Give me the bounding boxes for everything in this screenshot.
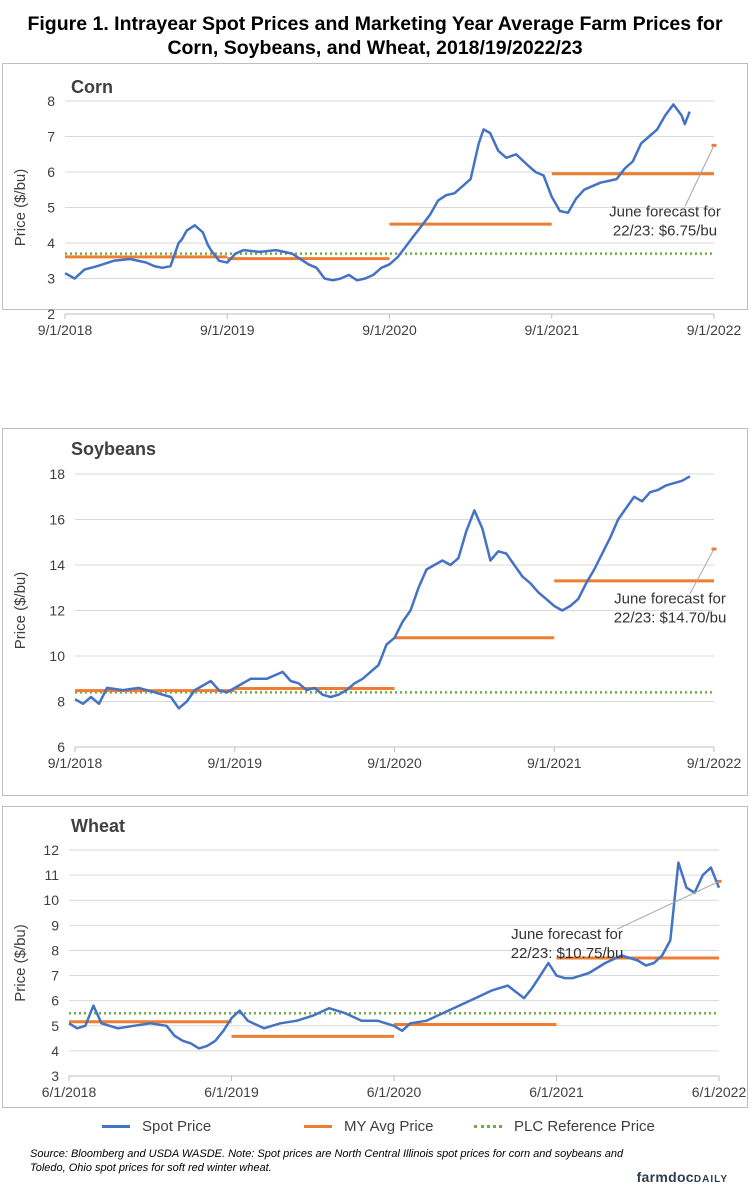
source-note: Source: Bloomberg and USDA WASDE. Note: … [30, 1148, 624, 1174]
wheat-spot-price-line [68, 861, 721, 1050]
brand-small: DAILY [693, 1174, 728, 1185]
wheat-chart: Wheat 3 4 5 6 7 8 9 10 11 12 6/1/2018 6/1/2019 6/1/20… [12, 816, 747, 1100]
soybeans-y-tick-label: 10 [49, 648, 65, 664]
farmdoc-logo: farmdocDAILY [637, 1169, 728, 1185]
wheat-y-tick-label: 12 [43, 842, 59, 858]
soybeans-annotation-text: 22/23: $14.70/bu [614, 610, 727, 627]
corn-annotation-leader [684, 145, 715, 207]
wheat-annotation-text: 22/23: $10.75/bu [511, 945, 624, 962]
soybeans-chart-panel: Soybeans 6 8 10 12 14 16 18 9/1/2018 9/1/2019 9/1/… [2, 428, 748, 796]
wheat-y-tick-label: 10 [43, 892, 59, 908]
soybeans-x-tick-label: 9/1/2022 [687, 755, 742, 771]
wheat-annotation-text: June forecast for [511, 926, 623, 943]
corn-x-tick-label: 9/1/2019 [200, 322, 255, 338]
corn-x-tick-label: 9/1/2021 [525, 322, 580, 338]
legend-swatch-plc [474, 1124, 502, 1128]
wheat-y-tick-label: 3 [51, 1068, 59, 1084]
wheat-y-tick-label: 8 [51, 942, 59, 958]
corn-spot-price-line [64, 103, 691, 282]
soybeans-y-tick-label: 6 [57, 739, 65, 755]
wheat-x-tick-label: 6/1/2022 [692, 1084, 747, 1100]
corn-y-tick-label: 6 [47, 164, 55, 180]
legend-item-spot: Spot Price [102, 1114, 211, 1138]
soybeans-x-tick-label: 9/1/2020 [367, 755, 422, 771]
corn-x-tick-label: 9/1/2020 [362, 322, 417, 338]
legend-label-spot: Spot Price [142, 1117, 212, 1135]
brand-main: farmdoc [636, 1169, 694, 1185]
corn-x-tick-label: 9/1/2018 [38, 322, 93, 338]
soybeans-x-tick-label: 9/1/2019 [208, 755, 263, 771]
corn-y-tick-label: 4 [47, 235, 55, 251]
soybeans-y-tick-label: 18 [49, 466, 65, 482]
wheat-x-tick-label: 6/1/2021 [529, 1084, 584, 1100]
corn-chart-panel: Corn 2 3 4 5 6 7 8 9/1/2018 9/1/2019 9/1/2020 9/1/2… [2, 63, 748, 338]
wheat-panel-title: Wheat [71, 816, 125, 836]
legend-item-my: MY Avg Price [304, 1114, 434, 1138]
wheat-y-tick-label: 9 [51, 917, 59, 933]
corn-chart: Corn 2 3 4 5 6 7 8 9/1/2018 9/1/2019 9/1/2020 9/1/2… [12, 77, 741, 338]
legend-swatch-my [304, 1124, 332, 1128]
soybeans-y-axis-label: Price ($/bu) [12, 572, 29, 650]
soybeans-x-tick-label: 9/1/2021 [527, 755, 582, 771]
corn-annotation-text: June forecast for [609, 203, 721, 220]
wheat-chart-panel: Wheat 3 4 5 6 7 8 9 10 11 12 6/1/2018 6/1/2019 6/1/20… [2, 806, 748, 1108]
corn-y-tick-label: 5 [47, 200, 55, 216]
legend-label-plc: PLC Reference Price [514, 1117, 655, 1135]
corn-annotation-text: 22/23: $6.75/bu [613, 222, 717, 239]
corn-y-tick-label: 7 [47, 129, 55, 145]
wheat-y-axis-label: Price ($/bu) [12, 924, 29, 1002]
corn-x-tick-label: 9/1/2022 [687, 322, 742, 338]
corn-y-tick-label: 2 [47, 306, 55, 322]
soybeans-y-tick-label: 12 [49, 603, 65, 619]
corn-y-axis-label: Price ($/bu) [12, 169, 29, 247]
wheat-x-tick-label: 6/1/2020 [367, 1084, 422, 1100]
soybeans-y-tick-label: 14 [49, 557, 65, 573]
legend-label-my: MY Avg Price [344, 1117, 434, 1135]
soybeans-y-tick-label: 8 [57, 694, 65, 710]
legend-item-plc: PLC Reference Price [474, 1114, 655, 1138]
wheat-x-tick-label: 6/1/2019 [204, 1084, 259, 1100]
soybeans-x-tick-label: 9/1/2018 [48, 755, 103, 771]
legend: Spot Price MY Avg Price PLC Reference Pr… [0, 1114, 750, 1138]
wheat-x-tick-label: 6/1/2018 [42, 1084, 97, 1100]
wheat-y-tick-label: 7 [51, 968, 59, 984]
soybeans-y-tick-label: 16 [49, 512, 65, 528]
soybeans-spot-price-line [74, 475, 691, 710]
wheat-y-tick-label: 6 [51, 993, 59, 1009]
soybeans-chart: Soybeans 6 8 10 12 14 16 18 9/1/2018 9/1/2019 9/1/… [12, 439, 742, 771]
corn-y-tick-label: 3 [47, 271, 55, 287]
corn-y-tick-label: 8 [47, 93, 55, 109]
legend-swatch-spot [102, 1124, 130, 1128]
soybeans-panel-title: Soybeans [71, 439, 156, 459]
wheat-y-tick-label: 5 [51, 1018, 59, 1034]
corn-panel-title: Corn [71, 77, 113, 97]
soybeans-annotation-text: June forecast for [614, 591, 726, 608]
wheat-y-tick-label: 11 [44, 867, 59, 883]
figure-title: Figure 1. Intrayear Spot Prices and Mark… [27, 13, 723, 59]
wheat-annotation-leader [616, 880, 720, 930]
soybeans-annotation-leader [689, 548, 715, 594]
wheat-y-tick-label: 4 [51, 1043, 59, 1059]
